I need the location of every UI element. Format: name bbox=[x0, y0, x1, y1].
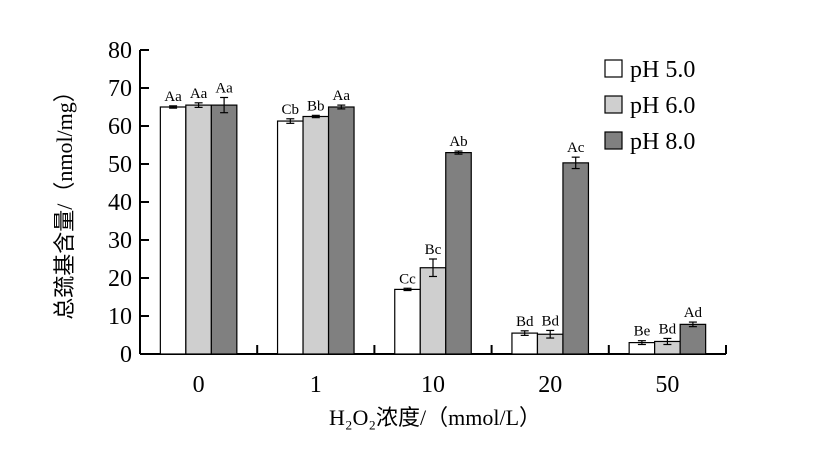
bar bbox=[445, 152, 472, 355]
bar bbox=[562, 162, 590, 355]
y-tick-label: 10 bbox=[108, 304, 132, 330]
data-label: Ad bbox=[684, 305, 703, 321]
data-label: Aa bbox=[215, 81, 233, 97]
x-axis-title: H₂O₂浓度/（mmol/L） bbox=[329, 405, 541, 430]
legend-swatch bbox=[604, 95, 623, 114]
y-tick-label: 40 bbox=[108, 190, 132, 216]
data-label: Cb bbox=[282, 102, 300, 118]
legend-label: pH 5.0 bbox=[630, 57, 695, 83]
data-label: Bd bbox=[541, 313, 559, 329]
legend: pH 5.0 pH 6.0 pH 8.0 bbox=[604, 57, 695, 155]
data-label: Bd bbox=[516, 314, 534, 330]
y-tick-label: 0 bbox=[120, 342, 132, 368]
bar bbox=[511, 332, 539, 355]
data-label: Ab bbox=[449, 134, 467, 150]
data-label: Cc bbox=[399, 271, 416, 287]
y-axis-title: 总巯基含量/（nmol/mg） bbox=[52, 80, 77, 320]
y-tick-label: 50 bbox=[108, 152, 132, 178]
y-tick-label: 80 bbox=[108, 38, 132, 64]
data-label: Aa bbox=[333, 88, 351, 104]
bar bbox=[419, 267, 447, 355]
x-tick-label: 0 bbox=[193, 372, 205, 398]
data-label: Aa bbox=[190, 86, 208, 102]
bar bbox=[210, 104, 238, 355]
bar bbox=[302, 115, 330, 355]
y-tick-label: 20 bbox=[108, 266, 132, 292]
bar bbox=[327, 106, 355, 355]
bars-group: Aa Aa Aa Cb Bb Aa Cc Bc Ab Bd Bd Ac Be Bd Ad bbox=[159, 81, 707, 355]
data-label: Bb bbox=[307, 98, 325, 114]
x-tick-label: 50 bbox=[655, 372, 679, 398]
bar bbox=[185, 104, 212, 355]
y-tick-label: 60 bbox=[108, 114, 132, 140]
y-tick-label: 70 bbox=[108, 76, 132, 102]
x-tick-label: 1 bbox=[310, 372, 322, 398]
legend-swatch bbox=[604, 59, 623, 78]
data-label: Be bbox=[634, 324, 651, 340]
bar bbox=[679, 323, 707, 355]
bar bbox=[159, 106, 187, 355]
data-label: Bc bbox=[425, 242, 442, 258]
bar bbox=[276, 120, 304, 355]
y-tick-label: 30 bbox=[108, 228, 132, 254]
data-label: Aa bbox=[164, 89, 182, 105]
legend-label: pH 8.0 bbox=[630, 129, 695, 155]
data-label: Bd bbox=[659, 321, 677, 337]
data-label: Ac bbox=[567, 140, 585, 156]
legend-swatch bbox=[604, 131, 623, 150]
x-tick-label: 20 bbox=[538, 372, 562, 398]
x-tick-label: 10 bbox=[421, 372, 445, 398]
axes: 0 10 20 30 40 50 60 70 80 0 1 10 20 50 bbox=[108, 38, 727, 398]
bar bbox=[394, 288, 421, 355]
legend-label: pH 6.0 bbox=[630, 93, 695, 119]
